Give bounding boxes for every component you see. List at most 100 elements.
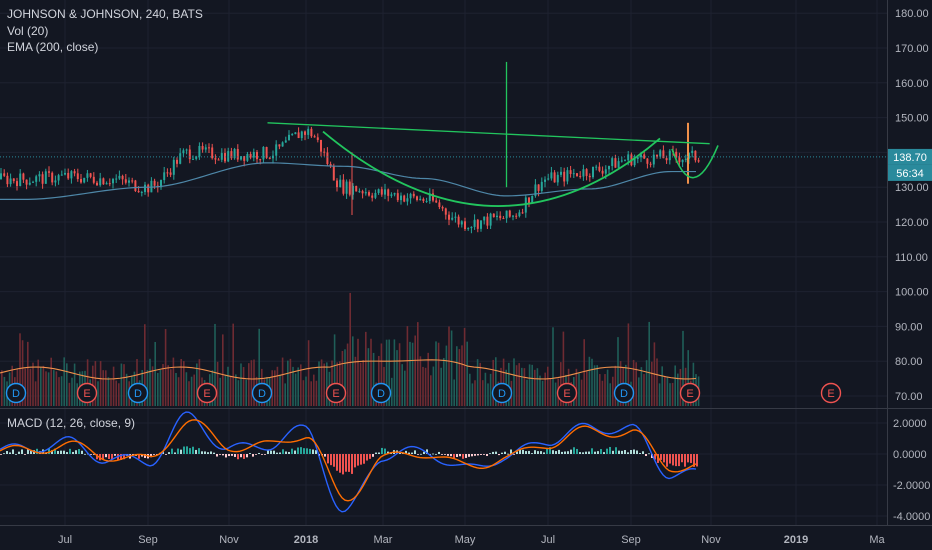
earnings-marker[interactable]: E	[556, 382, 578, 404]
candle-body	[390, 194, 393, 196]
volume-bar	[313, 374, 315, 406]
volume-bar	[547, 366, 549, 406]
time-tick-label: Sep	[621, 534, 641, 546]
candle-body	[108, 183, 111, 185]
macd-histogram-bar	[102, 454, 104, 460]
candle-body	[534, 184, 537, 196]
candle-body	[595, 166, 598, 168]
macd-histogram-bar	[246, 454, 248, 458]
candle-body	[230, 151, 233, 159]
candle-body	[649, 163, 652, 165]
macd-histogram-bar	[666, 454, 668, 467]
earnings-marker[interactable]: E	[196, 382, 218, 404]
macd-histogram-bar	[168, 452, 170, 454]
macd-histogram-bar	[336, 454, 338, 471]
candle-body	[288, 134, 290, 141]
volume-bar	[489, 373, 492, 406]
candle-body	[496, 215, 498, 218]
candle-body	[499, 215, 502, 219]
macd-histogram-bar	[696, 454, 698, 467]
volume-bar	[144, 324, 146, 406]
volume-bar	[157, 372, 159, 406]
price-tick-label: 120.00	[895, 217, 929, 229]
macd-histogram-bar	[186, 446, 188, 454]
candle-body	[172, 159, 175, 175]
macd-histogram-bar	[198, 448, 200, 454]
volume-bar	[32, 362, 34, 406]
dividend-marker[interactable]: D	[5, 382, 27, 404]
volume-bar	[188, 381, 190, 406]
volume-bar	[458, 349, 461, 406]
macd-histogram-bar	[423, 451, 425, 454]
volume-ma-line	[0, 359, 697, 380]
candle-body	[51, 172, 54, 183]
macd-histogram-bar	[294, 450, 296, 454]
volume-bar	[151, 366, 154, 406]
last-price-value: 138.70	[893, 152, 927, 164]
candle-body	[678, 157, 681, 163]
volume-bar	[419, 356, 422, 406]
macd-histogram-bar	[66, 452, 68, 454]
macd-histogram-bar	[432, 453, 434, 455]
candle-body	[236, 148, 239, 160]
dividend-marker[interactable]: D	[127, 382, 149, 404]
volume-bar	[671, 382, 674, 406]
earnings-marker[interactable]: E	[76, 382, 98, 404]
macd-histogram-bar	[249, 453, 251, 454]
macd-histogram-bar	[417, 454, 419, 455]
macd-histogram-bar	[636, 450, 638, 454]
macd-histogram-bar	[291, 448, 293, 454]
candle-body	[25, 179, 28, 185]
macd-histogram-bar	[450, 454, 452, 457]
volume-bar	[125, 373, 128, 406]
candle-body	[489, 213, 492, 226]
volume-bar	[3, 376, 6, 406]
macd-histogram-bar	[282, 449, 284, 454]
candle-body	[553, 172, 556, 183]
macd-histogram-bar	[627, 452, 629, 454]
cup-pattern-curve	[322, 130, 661, 207]
candle-body	[304, 131, 306, 135]
dividend-marker[interactable]: D	[491, 382, 513, 404]
candle-body	[476, 219, 479, 229]
candle-body	[432, 193, 434, 201]
candle-body	[505, 210, 508, 219]
candle-body	[582, 169, 585, 177]
macd-histogram-bar	[570, 449, 572, 454]
event-marker-circle	[5, 382, 27, 404]
macd-histogram-bar	[357, 454, 359, 466]
macd-histogram-bar	[267, 450, 269, 454]
candle-body	[643, 154, 646, 159]
earnings-marker[interactable]: E	[679, 382, 701, 404]
macd-histogram-bar	[369, 454, 371, 459]
candle-body	[563, 171, 566, 182]
candle-body	[147, 184, 150, 193]
macd-histogram-bar	[207, 452, 209, 454]
symbol-title: JOHNSON & JOHNSON, 240, BATS	[7, 7, 203, 21]
macd-histogram-bar	[507, 453, 509, 455]
earnings-marker[interactable]: E	[820, 382, 842, 404]
volume-bar	[190, 376, 193, 406]
dividend-marker[interactable]: D	[613, 382, 635, 404]
macd-histogram-bar	[645, 454, 647, 457]
macd-histogram-bar	[72, 451, 74, 454]
macd-histogram-bar	[105, 454, 107, 458]
macd-histogram-bar	[444, 454, 446, 455]
volume-bar	[599, 374, 601, 406]
volume-bar	[521, 367, 523, 406]
volume-bar	[305, 376, 307, 406]
earnings-marker[interactable]: E	[325, 382, 347, 404]
dividend-marker[interactable]: D	[370, 382, 392, 404]
volume-bar	[487, 383, 489, 406]
candle-body	[134, 180, 137, 191]
volume-bar	[531, 364, 533, 406]
macd-histogram-bar	[456, 454, 458, 458]
macd-histogram-bar	[474, 454, 476, 456]
volume-bar	[552, 327, 554, 406]
event-marker-circle	[613, 382, 635, 404]
candle-body	[684, 158, 687, 160]
macd-histogram-bar	[63, 450, 65, 454]
macd-histogram-bar	[237, 454, 239, 460]
dividend-marker[interactable]: D	[251, 382, 273, 404]
